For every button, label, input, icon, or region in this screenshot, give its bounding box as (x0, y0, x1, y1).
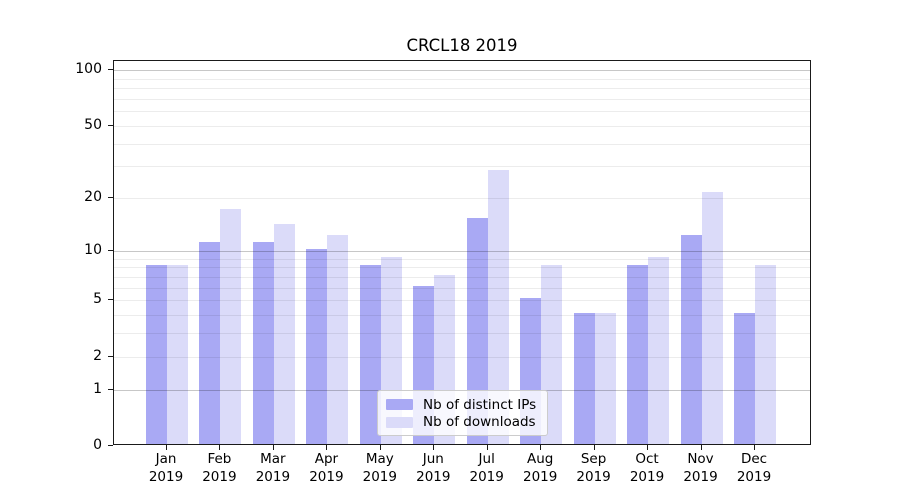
y-axis-tick-label: 20 (84, 189, 102, 206)
y-tick-mark (108, 197, 113, 199)
x-tick-mark (326, 445, 328, 450)
bar-distinct-ips (573, 312, 595, 444)
y-axis-tick-label: 1 (93, 380, 102, 397)
legend-label-distinct-ips: Nb of distinct IPs (423, 396, 537, 413)
x-tick-mark (219, 445, 221, 450)
bar-distinct-ips (199, 241, 221, 444)
gridline (114, 88, 810, 90)
bar-downloads (701, 192, 723, 444)
legend-item-distinct-ips: Nb of distinct IPs (386, 396, 539, 414)
x-axis-tick-label: Nov 2019 (683, 451, 718, 485)
x-tick-mark (754, 445, 755, 450)
x-axis-tick-label: Apr 2019 (309, 451, 344, 485)
x-tick-mark (540, 445, 542, 450)
gridline (114, 70, 810, 72)
x-axis-tick-label: Sep 2019 (576, 451, 611, 485)
bar-downloads (167, 265, 188, 444)
y-tick-mark (108, 249, 113, 251)
bar-distinct-ips (733, 312, 755, 444)
bar-downloads (220, 208, 242, 444)
x-axis-tick-label: Jun 2019 (416, 451, 451, 485)
x-axis-tick-label: May 2019 (362, 451, 397, 485)
y-tick-mark (108, 69, 113, 71)
x-tick-mark (272, 445, 274, 450)
bar-downloads (648, 256, 670, 444)
legend-label-downloads: Nb of downloads (423, 414, 536, 431)
x-tick-mark (166, 445, 167, 450)
x-axis-tick-label: Oct 2019 (629, 451, 665, 485)
y-axis-tick-label: 50 (84, 116, 102, 133)
x-tick-mark (379, 445, 381, 450)
bar-downloads (594, 312, 616, 444)
gridline (114, 166, 810, 168)
bar-downloads (273, 223, 295, 444)
legend-swatch-downloads-icon (386, 416, 413, 428)
gridline (114, 78, 810, 80)
bar-distinct-ips (146, 265, 167, 444)
x-axis-tick-label: Aug 2019 (523, 451, 558, 485)
bar-distinct-ips (359, 265, 381, 444)
chart-title: CRCL18 2019 (406, 36, 518, 55)
x-axis-tick-label: Feb 2019 (202, 451, 237, 485)
bar-distinct-ips (306, 248, 328, 444)
y-tick-mark (108, 124, 113, 126)
x-tick-mark (647, 445, 648, 450)
y-axis-tick-label: 10 (84, 241, 102, 258)
gridline (114, 125, 810, 127)
x-tick-mark (486, 445, 488, 450)
bar-distinct-ips (627, 265, 649, 444)
x-axis-tick-label: Jul 2019 (469, 451, 504, 485)
x-axis-tick-label: Mar 2019 (255, 451, 291, 485)
y-axis-tick-label: 100 (75, 61, 102, 78)
y-tick-mark (108, 445, 113, 446)
bar-downloads (327, 235, 349, 444)
gridline (114, 98, 810, 100)
gridline (114, 143, 810, 145)
x-axis-tick-label: Dec 2019 (736, 451, 772, 485)
bar-downloads (487, 169, 509, 444)
x-tick-mark (700, 445, 702, 450)
legend-item-downloads: Nb of downloads (386, 414, 539, 432)
legend-swatch-distinct-ips-icon (386, 399, 413, 411)
gridline (114, 111, 810, 113)
y-axis-tick-label: 2 (93, 347, 102, 364)
x-tick-mark (433, 445, 435, 450)
bar-downloads (754, 265, 776, 444)
y-tick-mark (108, 299, 113, 301)
y-tick-mark (108, 355, 113, 357)
y-tick-mark (108, 388, 113, 390)
y-axis-tick-label: 5 (93, 291, 102, 308)
y-axis-tick-label: 0 (93, 437, 102, 453)
bar-distinct-ips (680, 235, 702, 444)
x-tick-mark (593, 445, 595, 450)
bar-distinct-ips (252, 241, 274, 444)
legend: Nb of distinct IPs Nb of downloads (377, 390, 548, 436)
plot-area: Nb of distinct IPs Nb of downloads (113, 60, 811, 445)
bar-distinct-ips (466, 218, 488, 444)
x-axis-tick-label: Jan 2019 (148, 451, 184, 485)
